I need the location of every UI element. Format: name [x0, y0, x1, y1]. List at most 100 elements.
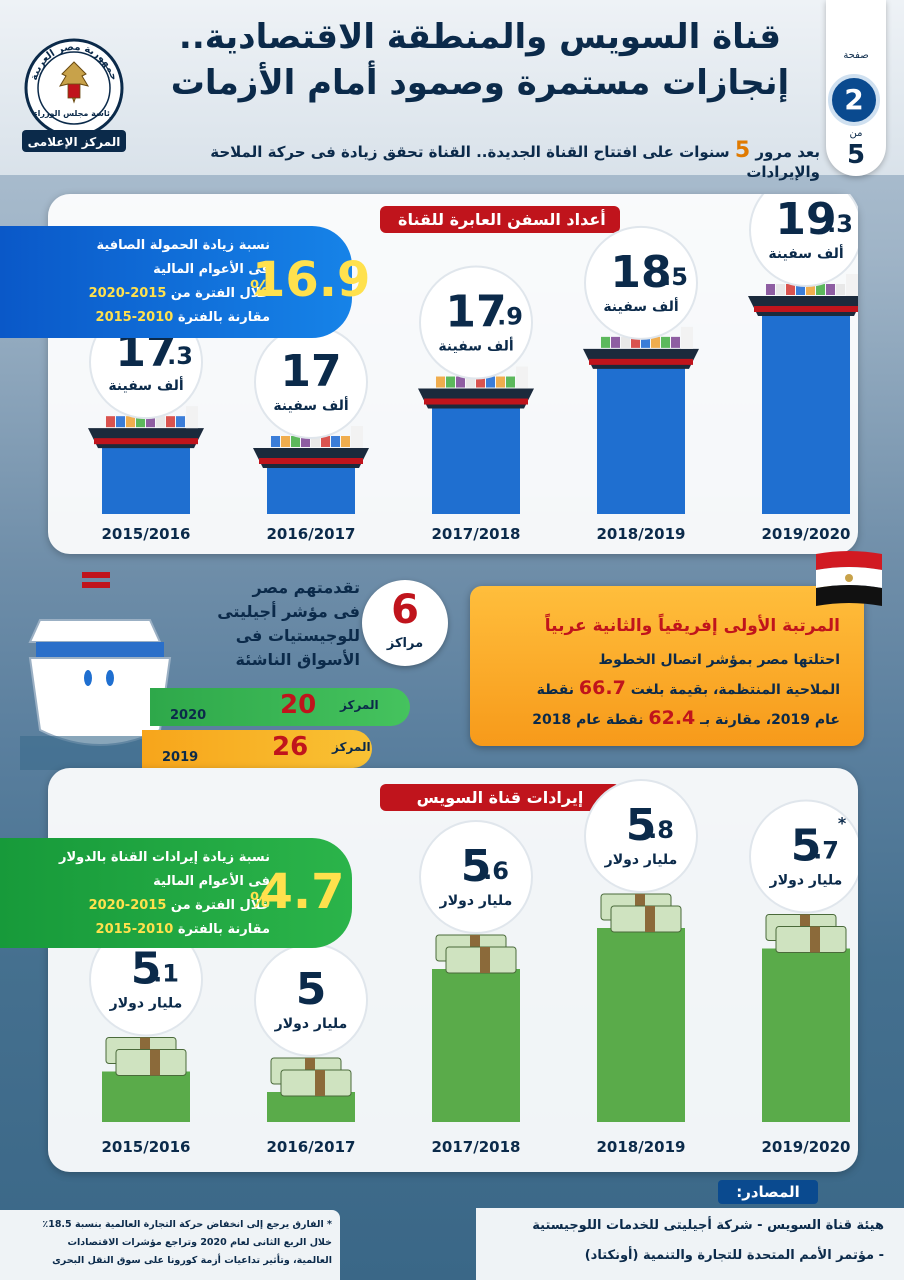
logistics-line4: الأسواق الناشئة — [235, 650, 360, 669]
advance-number: 6 — [391, 587, 419, 633]
container-icon — [281, 436, 290, 447]
sources-box: هيئة قناة السويس - شركة أجيليتى للخدمات … — [476, 1208, 904, 1280]
category-label: 2017/2018 — [432, 1138, 521, 1156]
logistics-line3: للوجيستيات فى — [235, 626, 360, 645]
unit-label: مليار دولار — [769, 873, 843, 889]
note1-line2: فى الأعوام المالية — [153, 262, 270, 277]
container-icon — [146, 416, 155, 428]
bar-2016/2017 — [267, 460, 355, 514]
note1-line3-period: 2015-2020 — [88, 286, 167, 301]
container-icon — [271, 436, 280, 447]
value-decimal: .1 — [153, 960, 179, 988]
revenue-increase-value: 4.7 — [259, 864, 345, 920]
container-icon — [446, 376, 455, 388]
container-icon — [156, 416, 165, 428]
bar-2015/2016 — [102, 1071, 190, 1122]
container-icon — [506, 376, 515, 388]
source-line2: - مؤتمر الأمم المتحدة للتجارة والتنمية (… — [584, 1248, 884, 1263]
category-label: 2019/2020 — [762, 1138, 851, 1156]
footnote-line3: العالمية، وتأثير تداعيات أزمة كورونا على… — [52, 1255, 332, 1266]
page-total: 5 — [846, 140, 866, 170]
value-label: 17 — [280, 346, 341, 397]
rank-2019-bar: 2019 26 المركز — [142, 730, 372, 768]
bar-2019/2020 — [762, 948, 850, 1122]
logo-bottom-text: المركز الإعلامى — [28, 135, 121, 149]
container-icon — [661, 336, 670, 348]
net-tonnage-unit: % — [250, 276, 271, 300]
value-circle — [749, 194, 858, 287]
note3-line3-prefix: خلال الفترة من — [170, 898, 270, 913]
bar-2018/2019 — [597, 928, 685, 1122]
container-icon — [766, 284, 775, 295]
value-circle — [419, 265, 533, 380]
footnote-line2: خلال الربع الثانى لعام 2020 وتراجع مؤشرا… — [67, 1237, 332, 1248]
note1-line4-prefix: مقارنة بالفترة — [177, 310, 270, 325]
eagle-emblem-icon — [58, 61, 90, 104]
rank-2020-year: 2020 — [170, 708, 207, 723]
note3-line4-period: 2010-2015 — [95, 922, 174, 937]
value-decimal: .9 — [497, 303, 523, 331]
container-icon — [301, 436, 310, 447]
category-label: 2019/2020 — [762, 525, 851, 543]
unit-label: ألف سفينة — [438, 337, 513, 355]
container-icon — [621, 336, 630, 348]
unit-label: ألف سفينة — [108, 376, 183, 394]
ship-hull-stripe — [589, 358, 693, 365]
sources-title: المصادر: — [718, 1180, 818, 1204]
unit-label: مليار دولار — [274, 1016, 348, 1032]
media-center-logo: جمهورية مصر العربية رئاسة مجلس الوزراء ا… — [22, 38, 126, 152]
value-circle — [584, 779, 698, 893]
ranking-line3-suffix: نقطة عام 2018 — [532, 712, 644, 728]
page-label: صفحة — [843, 50, 869, 61]
ranking-2019-value: 66.7 — [578, 677, 626, 699]
container-icon — [106, 416, 115, 428]
bar-2015/2016 — [102, 440, 190, 514]
egypt-flag-icon — [816, 551, 882, 606]
footnote-text: * الفارق يرجع إلى انخفاض حركة التجارة ال… — [6, 1216, 332, 1270]
unit-label: مليار دولار — [109, 996, 183, 1012]
category-label: 2016/2017 — [267, 1138, 356, 1156]
unit-label: ألف سفينة — [768, 244, 843, 262]
page-subtitle: بعد مرور 5 سنوات على افتتاح القناة الجدي… — [140, 138, 820, 181]
container-icon — [126, 416, 135, 428]
title-line-2: إنجازات مستمرة وصمود أمام الأزمات — [170, 63, 790, 103]
connectivity-ranking-box: المرتبة الأولى إفريقياً والثانية عربياً … — [470, 586, 864, 746]
logistics-index-text: تقدمتهم مصر فى مؤشر أجيليتى للوجيستيات ف… — [200, 576, 360, 672]
rank-2019-value: 26 — [272, 732, 309, 762]
value-annotation: * — [838, 814, 847, 833]
ranking-line2-prefix: الملاحية المنتظمة، بقيمة بلغت — [630, 682, 840, 698]
value-decimal: .7 — [813, 837, 839, 865]
value-label: 17 — [445, 287, 506, 338]
footnote-line1: * الفارق يرجع إلى انخفاض حركة التجارة ال… — [42, 1219, 332, 1230]
unit-label: ألف سفينة — [273, 396, 348, 414]
bar-2016/2017 — [267, 1092, 355, 1122]
value-circle — [749, 799, 858, 914]
ranking-title: المرتبة الأولى إفريقياً والثانية عربياً — [544, 616, 840, 636]
category-label: 2017/2018 — [432, 525, 521, 543]
container-icon — [496, 376, 505, 388]
category-label: 2018/2019 — [597, 525, 686, 543]
container-icon — [321, 436, 330, 447]
logistics-line2: فى مؤشر أجيليتى — [217, 602, 360, 621]
net-tonnage-note-text: نسبة زيادة الحمولة الصافية فى الأعوام ال… — [30, 234, 270, 330]
value-label: 5 — [791, 821, 822, 872]
net-tonnage-value: 16.9 — [252, 252, 371, 308]
ship-hull-stripe — [424, 398, 528, 405]
category-label: 2015/2016 — [102, 525, 191, 543]
rank-2020-value: 20 — [280, 690, 317, 720]
category-label: 2016/2017 — [267, 525, 356, 543]
value-decimal: .3 — [827, 210, 853, 238]
bar-2018/2019 — [597, 360, 685, 514]
container-icon — [466, 376, 475, 388]
container-icon — [611, 336, 620, 348]
page-of-label: من — [849, 128, 863, 139]
net-tonnage-note: نسبة زيادة الحمولة الصافية فى الأعوام ال… — [0, 226, 371, 338]
container-icon — [806, 284, 815, 295]
container-icon — [826, 284, 835, 295]
rank-2020-label: المركز — [340, 698, 379, 712]
ranking-line1: احتلتها مصر بمؤشر اتصال الخطوط — [598, 652, 840, 668]
value-label: 18 — [610, 247, 671, 298]
rank-2019-label: المركز — [332, 740, 371, 754]
header-band — [0, 0, 904, 175]
